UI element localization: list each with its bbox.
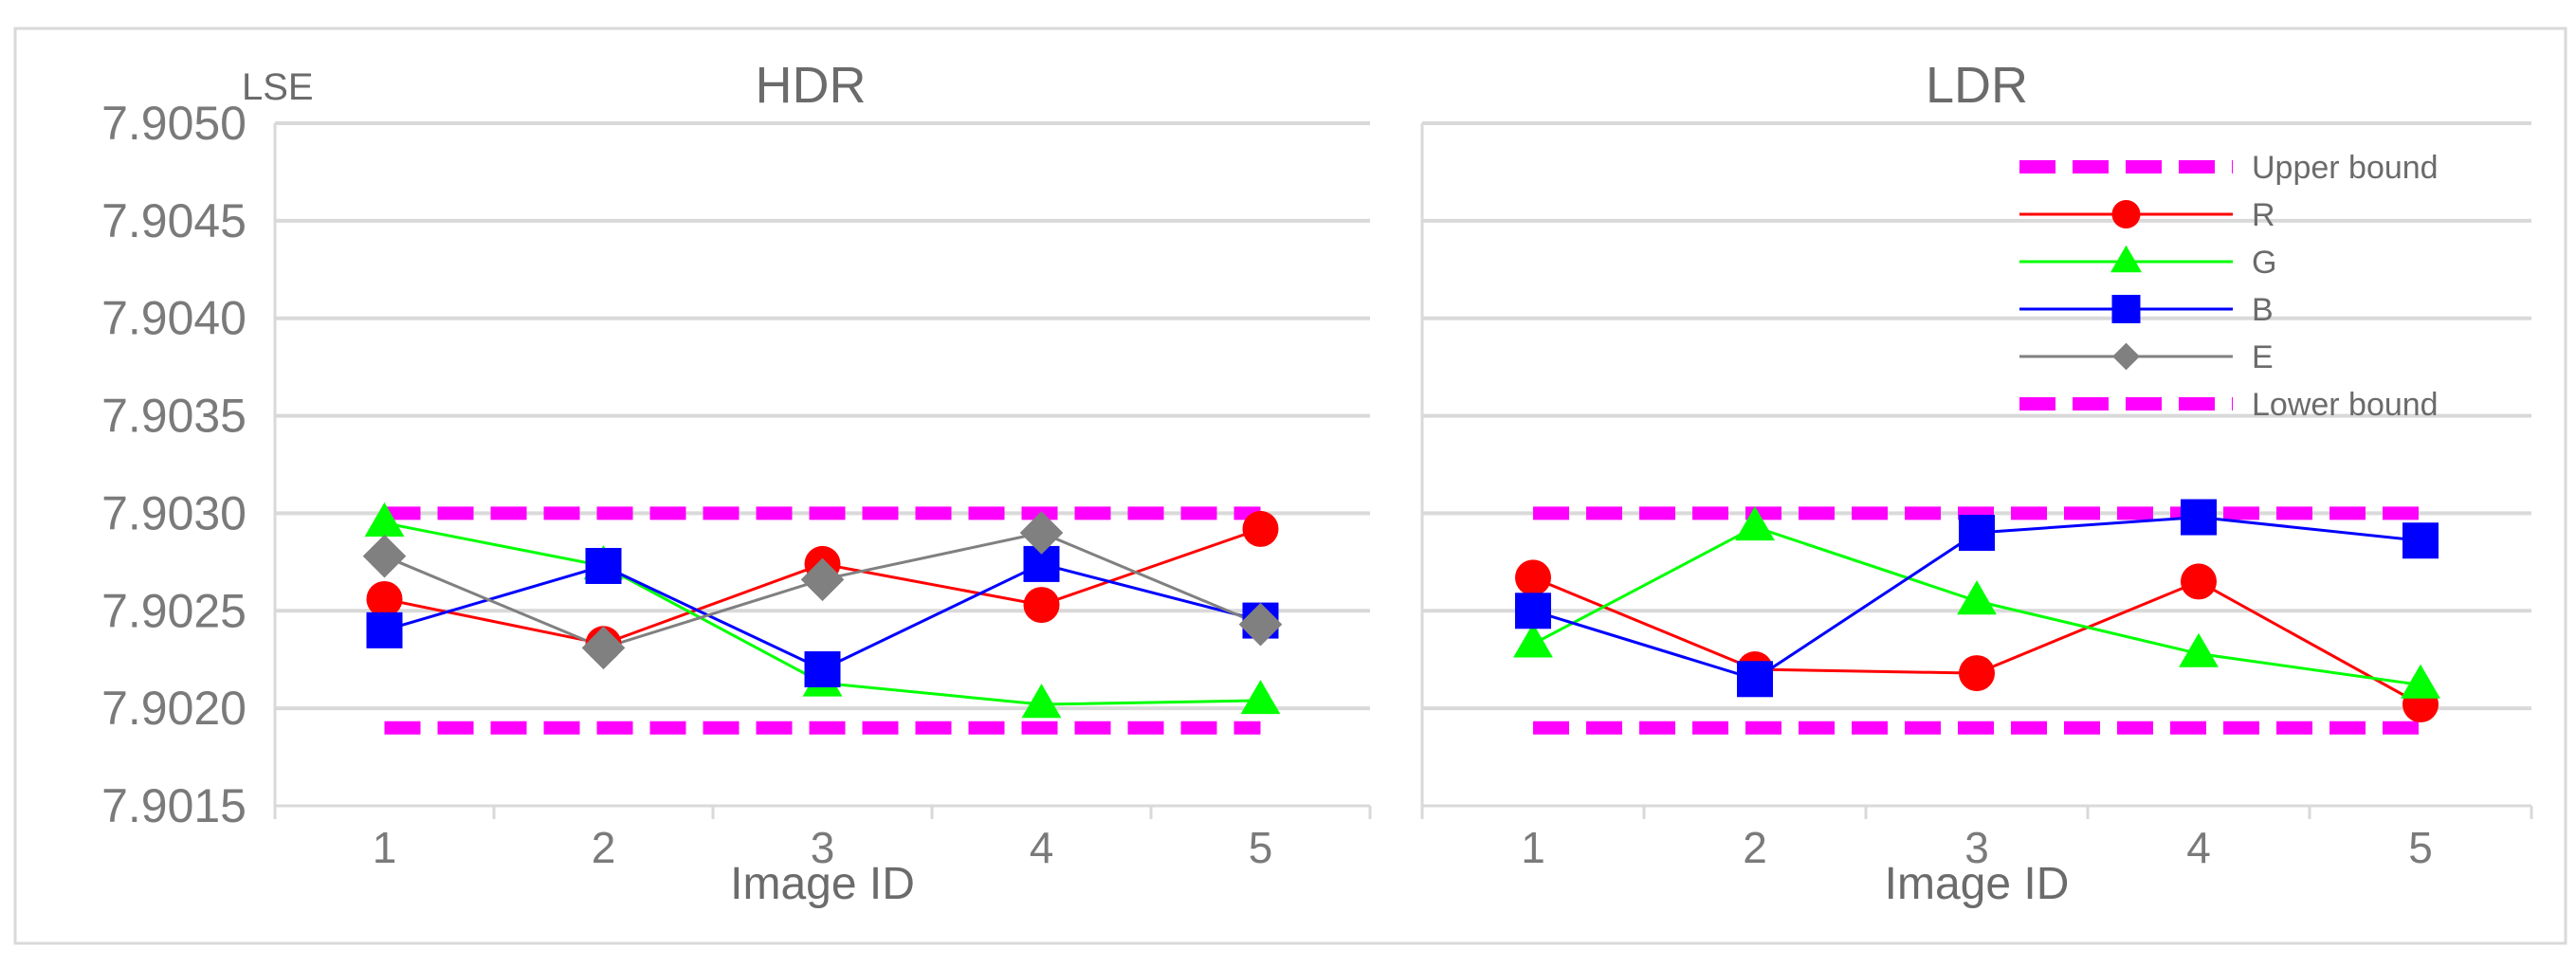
y-tick-label: 7.9025 [101,584,247,637]
chart-title: HDR [756,57,867,114]
data-point [364,502,405,537]
data-point [2181,499,2217,536]
x-tick-label: 4 [1030,823,1054,872]
data-point [2181,563,2217,600]
y-tick-label: 7.9030 [101,486,247,539]
data-point [1737,661,1773,698]
data-point [1959,515,1995,551]
x-tick-label: 3 [1964,823,1989,872]
legend-label: Upper bound [2252,150,2439,186]
y-tick-label: 7.9045 [101,194,247,247]
x-axis-label: Image ID [730,859,915,909]
legend-label: E [2252,339,2274,375]
data-point [1959,655,1995,692]
x-tick-label: 2 [1743,823,1767,872]
legend-marker [2111,295,2141,323]
legend-label: G [2252,245,2276,281]
data-point [1019,511,1064,555]
data-point [1023,587,1060,624]
x-tick-label: 1 [373,823,397,872]
data-point [1240,680,1281,715]
data-point [1513,623,1553,658]
data-point [1515,559,1551,596]
data-point [804,651,841,687]
data-point [362,534,407,578]
data-point [1242,510,1279,547]
data-point [800,557,845,602]
x-tick-label: 3 [811,823,835,872]
data-point [2401,664,2440,699]
data-point [581,626,626,670]
hdr-panel: 7.9050 7.9045 7.9040 7.9035 7.9030 7.9025 7.90… [101,57,1372,909]
x-tick-label: 1 [1521,823,1545,872]
data-point [1735,505,1775,541]
y-tick-label: 7.9040 [101,292,247,345]
legend-marker [2112,342,2140,371]
legend-marker [2111,200,2141,228]
data-point [1515,593,1551,629]
data-point [2179,632,2219,667]
data-point [585,547,622,584]
data-point [2402,522,2439,559]
data-point [1021,684,1062,719]
x-tick-label: 5 [2408,823,2433,872]
legend-label: B [2252,292,2274,328]
x-tick-label: 5 [1249,823,1273,872]
y-axis-label: LSE [242,66,314,108]
figure-border [13,27,2567,945]
legend-label: Lower bound [2252,387,2439,423]
data-point [366,611,403,648]
y-tick-label: 7.9035 [101,390,247,443]
y-tick-label: 7.9020 [101,682,247,735]
data-point [1238,602,1283,647]
data-point [366,580,403,617]
x-tick-label: 2 [592,823,616,872]
x-tick-label: 4 [2186,823,2211,872]
legend-label: R [2252,197,2275,233]
y-tick-label: 7.9050 [101,97,247,150]
ldr-panel: 1 2 3 4 5 LDR Image ID [1420,57,2533,909]
chart-title: LDR [1926,57,2028,114]
x-axis-label: Image ID [1885,859,2070,909]
y-tick-label: 7.9015 [101,779,247,832]
legend-marker [2110,245,2142,273]
data-point [1957,580,1997,615]
